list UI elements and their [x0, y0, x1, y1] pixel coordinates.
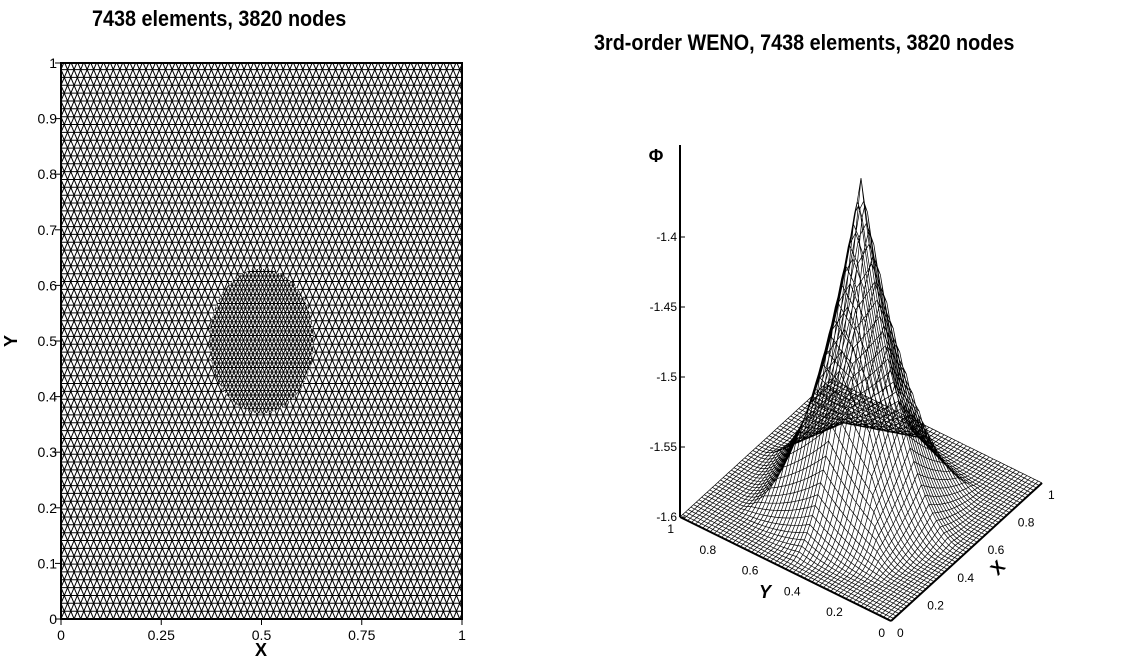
mesh-y-tick-label: 0.3 — [38, 444, 58, 460]
mesh-y-tick-label: 0.2 — [38, 500, 58, 516]
mesh-y-tick-label: 0.9 — [38, 111, 58, 127]
surface-plot: -1.6-1.55-1.5-1.45-1.4 00.20.40.60.81 00… — [649, 145, 1055, 640]
surface-x-tick-label: 0.8 — [1018, 516, 1035, 530]
mesh-y-tick-label: 0.1 — [38, 555, 58, 571]
mesh-x-tick-label: 0 — [57, 627, 65, 643]
surface-z-tick-label: -1.5 — [656, 370, 677, 384]
surface-z-tick-label: -1.4 — [656, 230, 677, 244]
mesh-lines — [61, 63, 462, 619]
mesh-plot: 0 0.25 0.5 0.75 1 00.10.20.30.40.50.60.70.80… — [1, 55, 466, 660]
surface-z-tick-label: -1.55 — [650, 440, 678, 454]
surface-axes — [679, 145, 1043, 622]
mesh-x-tick-label: 1 — [458, 627, 466, 643]
surface-y-tick-label: 0.4 — [784, 584, 801, 598]
mesh-y-tick-label: 0.5 — [38, 333, 58, 349]
mesh-y-tick-label: 0.8 — [38, 166, 58, 182]
mesh-x-axis-label: X — [255, 640, 267, 660]
surface-x-tick-label: 0.2 — [927, 598, 944, 612]
surface-z-tick-label: -1.45 — [650, 300, 678, 314]
mesh-y-tick-label: 0 — [49, 611, 57, 627]
surface-x-ticks: 0 0.2 0.4 0.6 0.8 1 — [897, 488, 1055, 640]
surface-z-tick-label: -1.6 — [656, 510, 677, 524]
mesh-x-tick-label: 0.5 — [252, 627, 272, 643]
mesh-y-axis-label: Y — [1, 335, 21, 347]
surface-y-tick-label: 1 — [667, 522, 674, 536]
surface-z-axis-label: Φ — [649, 146, 664, 166]
surface-x-axis — [890, 482, 1043, 622]
surface-y-axis-label: Y — [759, 582, 773, 602]
mesh-x-ticks: 0 0.25 0.5 0.75 1 — [57, 619, 466, 643]
surface-x-tick-label: 0.6 — [988, 543, 1005, 557]
surface-y-ticks: 0 0.2 0.4 0.6 0.8 1 — [667, 522, 885, 640]
right-chart-title: 3rd-order WENO, 7438 elements, 3820 node… — [594, 30, 1015, 55]
surface-x-tick-label: 1 — [1048, 488, 1055, 502]
surface-x-axis-label: X — [986, 556, 1009, 579]
surface-y-tick-label: 0.8 — [700, 543, 717, 557]
surface-x-tick-label: 0.4 — [957, 571, 974, 585]
surface-z-ticks: -1.6 -1.55 -1.5 -1.45 -1.4 — [650, 230, 685, 524]
surface-y-tick-label: 0 — [878, 626, 885, 640]
mesh-y-tick-label: 0.6 — [38, 277, 58, 293]
surface-y-tick-label: 0.2 — [826, 605, 843, 619]
mesh-y-ticks: 0 0.1 0.2 0.3 0.4 0.5 0.6 0.7 0.8 0.9 1 — [38, 55, 61, 627]
surface-x-tick-label: 0 — [897, 626, 904, 640]
mesh-x-tick-label: 0.25 — [148, 627, 175, 643]
mesh-x-tick-label: 0.75 — [348, 627, 375, 643]
mesh-y-tick-label: 1 — [49, 55, 57, 71]
mesh-y-tick-label: 0.4 — [38, 389, 58, 405]
surface-y-axis — [679, 516, 892, 622]
surface-y-tick-label: 0.6 — [742, 564, 759, 578]
left-chart-title: 7438 elements, 3820 nodes — [92, 6, 347, 31]
mesh-y-tick-label: 0.7 — [38, 222, 58, 238]
